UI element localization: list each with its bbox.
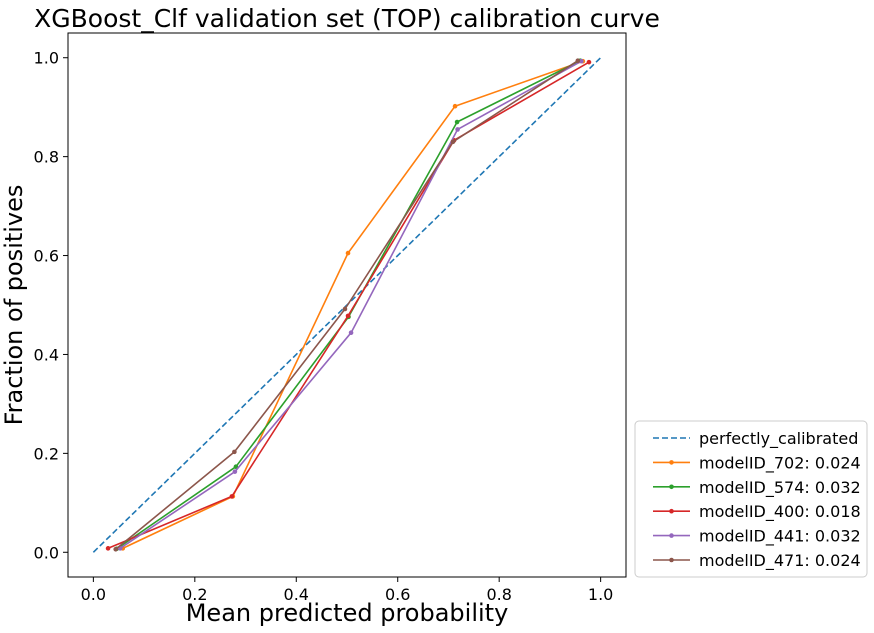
legend-label: modelID_471: 0.024: [699, 551, 861, 571]
series-1-point: [233, 464, 239, 470]
series-1-point: [454, 119, 460, 125]
y-axis-ticks: 0.0 0.2 0.4 0.6 0.8 1.0: [34, 49, 68, 562]
x-tick-label: 0.4: [284, 585, 309, 604]
series-4-point: [232, 449, 237, 455]
series-line-2: [107, 61, 590, 550]
legend-label: modelID_702: 0.024: [699, 453, 861, 473]
legend-marker-2: [669, 484, 674, 490]
x-axis-label: Mean predicted probability: [186, 599, 509, 627]
series-2-point: [229, 494, 235, 499]
legend-marker-4: [669, 533, 674, 538]
y-tick-label: 1.0: [34, 49, 59, 68]
chart-title: XGBoost_Clf validation set (TOP) calibra…: [34, 4, 660, 33]
plot-frame: [67, 32, 627, 578]
series-3-point: [348, 330, 354, 335]
legend-label: modelID_441: 0.032: [699, 527, 861, 547]
series-2-point: [345, 313, 351, 319]
y-tick-label: 0.6: [34, 247, 59, 266]
x-tick-label: 0.2: [182, 585, 207, 604]
series-4-point: [342, 306, 348, 312]
x-tick-label: 0.6: [385, 585, 410, 604]
x-tick-label: 0.0: [81, 585, 106, 604]
legend-marker-5: [669, 557, 674, 563]
legend: perfectly_calibrated modelID_702: 0.024 mo…: [634, 420, 868, 578]
y-tick-label: 0.4: [34, 345, 59, 364]
series-4-point: [113, 547, 118, 552]
x-tick-label: 1.0: [588, 585, 613, 604]
series-2-point: [105, 546, 111, 551]
x-axis-ticks: 0.0 0.2 0.4 0.6 0.8 1.0: [81, 577, 613, 604]
series-4-point: [575, 58, 581, 63]
series-3-point: [579, 58, 584, 64]
plot-area: [92, 57, 602, 553]
legend-marker-3: [669, 508, 674, 514]
series-line-0: [122, 60, 584, 550]
y-tick-label: 0.0: [34, 543, 59, 562]
x-tick-label: 0.8: [486, 585, 511, 604]
y-tick-label: 0.8: [34, 148, 59, 167]
series-4-point: [450, 139, 456, 145]
series-3-point: [232, 469, 238, 474]
series-2-point: [586, 59, 592, 65]
legend-label: modelID_574: 0.032: [699, 478, 861, 498]
series-0-point: [452, 103, 458, 109]
legend-marker-1: [669, 460, 674, 465]
series-0-point: [345, 250, 351, 256]
legend-label: modelID_400: 0.018: [699, 502, 861, 522]
legend-box: [634, 420, 868, 578]
series-3-point: [455, 127, 460, 132]
series-line-4: [115, 60, 579, 550]
y-axis-label: Fraction of positives: [0, 185, 28, 426]
y-tick-label: 0.2: [34, 444, 59, 463]
legend-label: perfectly_calibrated: [699, 429, 858, 449]
series-line-3: [119, 60, 582, 549]
